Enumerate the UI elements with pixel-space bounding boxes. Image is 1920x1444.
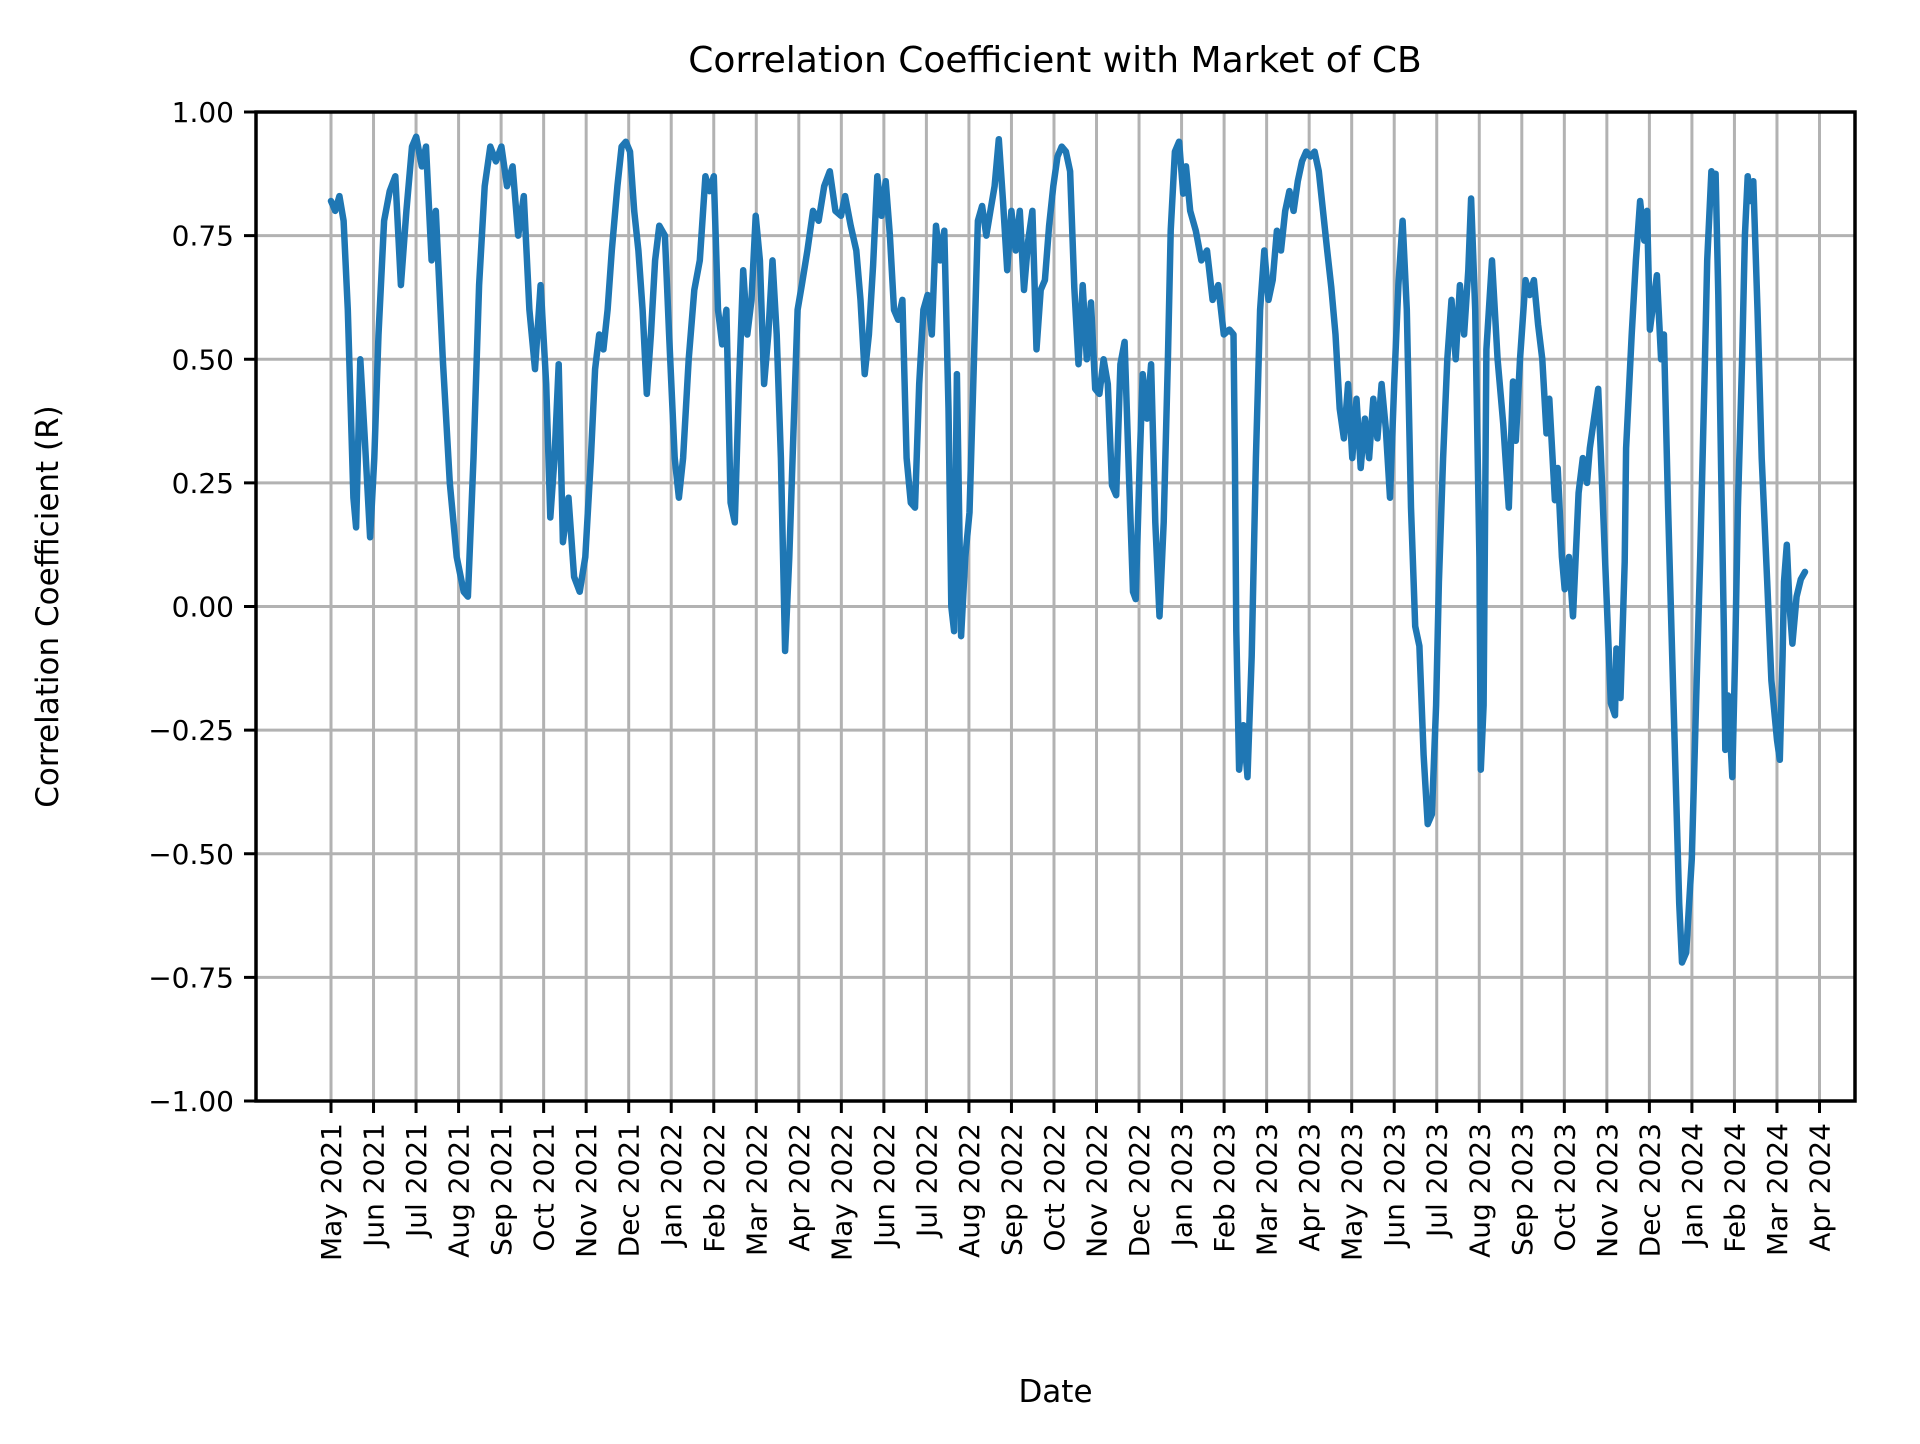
grid-lines <box>256 112 1855 1101</box>
y-tick-label: 0.00 <box>172 591 234 624</box>
y-tick-label: −0.50 <box>148 838 234 871</box>
axis-ticks <box>244 110 1821 1113</box>
x-tick-label: May 2023 <box>1336 1123 1369 1261</box>
x-tick-label: Aug 2022 <box>953 1123 986 1258</box>
data-series <box>327 133 1809 966</box>
x-tick-label: Apr 2024 <box>1804 1123 1837 1252</box>
x-tick-label: Mar 2023 <box>1251 1123 1284 1256</box>
x-tick-label: Jan 2022 <box>655 1123 688 1248</box>
y-tick-label: −0.75 <box>148 961 234 994</box>
x-tick-label: Aug 2023 <box>1463 1123 1496 1258</box>
x-tick-label: May 2021 <box>315 1123 348 1261</box>
x-tick-label: Nov 2023 <box>1591 1123 1624 1258</box>
x-tick-label: Dec 2021 <box>613 1123 646 1257</box>
plot-spines <box>254 110 1857 1103</box>
x-tick-label: Mar 2024 <box>1761 1123 1794 1256</box>
x-tick-label: Nov 2021 <box>570 1123 603 1258</box>
y-tick-label: 1.00 <box>172 96 234 129</box>
chart-title: Correlation Coefficient with Market of C… <box>688 40 1421 81</box>
x-tick-label: Nov 2022 <box>1081 1123 1114 1258</box>
x-tick-label: Jun 2023 <box>1378 1123 1411 1249</box>
x-tick-label: Jan 2023 <box>1166 1123 1199 1248</box>
tick-labels: 1.00 0.75 0.50 0.25 0.00 −0.25 −0.50 −0.75 −1.00… <box>148 96 1836 1261</box>
x-tick-label: Dec 2023 <box>1633 1123 1666 1257</box>
x-tick-label: Feb 2022 <box>698 1123 731 1253</box>
x-tick-label: Mar 2022 <box>740 1123 773 1256</box>
x-tick-label: Oct 2021 <box>528 1123 561 1252</box>
x-tick-label: Feb 2024 <box>1718 1123 1751 1253</box>
plot-border <box>254 110 1857 1103</box>
x-tick-label: Sep 2023 <box>1506 1123 1539 1256</box>
y-axis-label: Correlation Coefficient (R) <box>30 405 66 808</box>
x-tick-label: Apr 2022 <box>783 1123 816 1252</box>
y-tick-label: 0.25 <box>172 467 234 500</box>
x-tick-label: May 2022 <box>825 1123 858 1261</box>
x-tick-label: Apr 2023 <box>1293 1123 1326 1252</box>
x-tick-label: Jul 2023 <box>1421 1123 1454 1239</box>
x-tick-label: Jul 2022 <box>910 1123 943 1239</box>
x-tick-label: Jun 2021 <box>358 1123 391 1249</box>
x-tick-label: Aug 2021 <box>443 1123 476 1258</box>
x-tick-label: Sep 2022 <box>995 1123 1028 1256</box>
x-tick-label: Sep 2021 <box>485 1123 518 1256</box>
x-tick-label: Oct 2023 <box>1548 1123 1581 1252</box>
x-tick-label: Dec 2022 <box>1123 1123 1156 1257</box>
correlation-line <box>327 133 1809 966</box>
x-tick-label: Oct 2022 <box>1038 1123 1071 1252</box>
x-axis-label: Date <box>1018 1374 1092 1410</box>
x-tick-label: Jun 2022 <box>868 1123 901 1249</box>
x-tick-label: Jul 2021 <box>400 1123 433 1239</box>
y-tick-label: 0.75 <box>172 220 234 253</box>
x-tick-label: Jan 2024 <box>1676 1123 1709 1248</box>
y-tick-label: 0.50 <box>172 343 234 376</box>
y-tick-label: −0.25 <box>148 714 234 747</box>
x-tick-label: Feb 2023 <box>1208 1123 1241 1253</box>
y-tick-label: −1.00 <box>148 1085 234 1118</box>
